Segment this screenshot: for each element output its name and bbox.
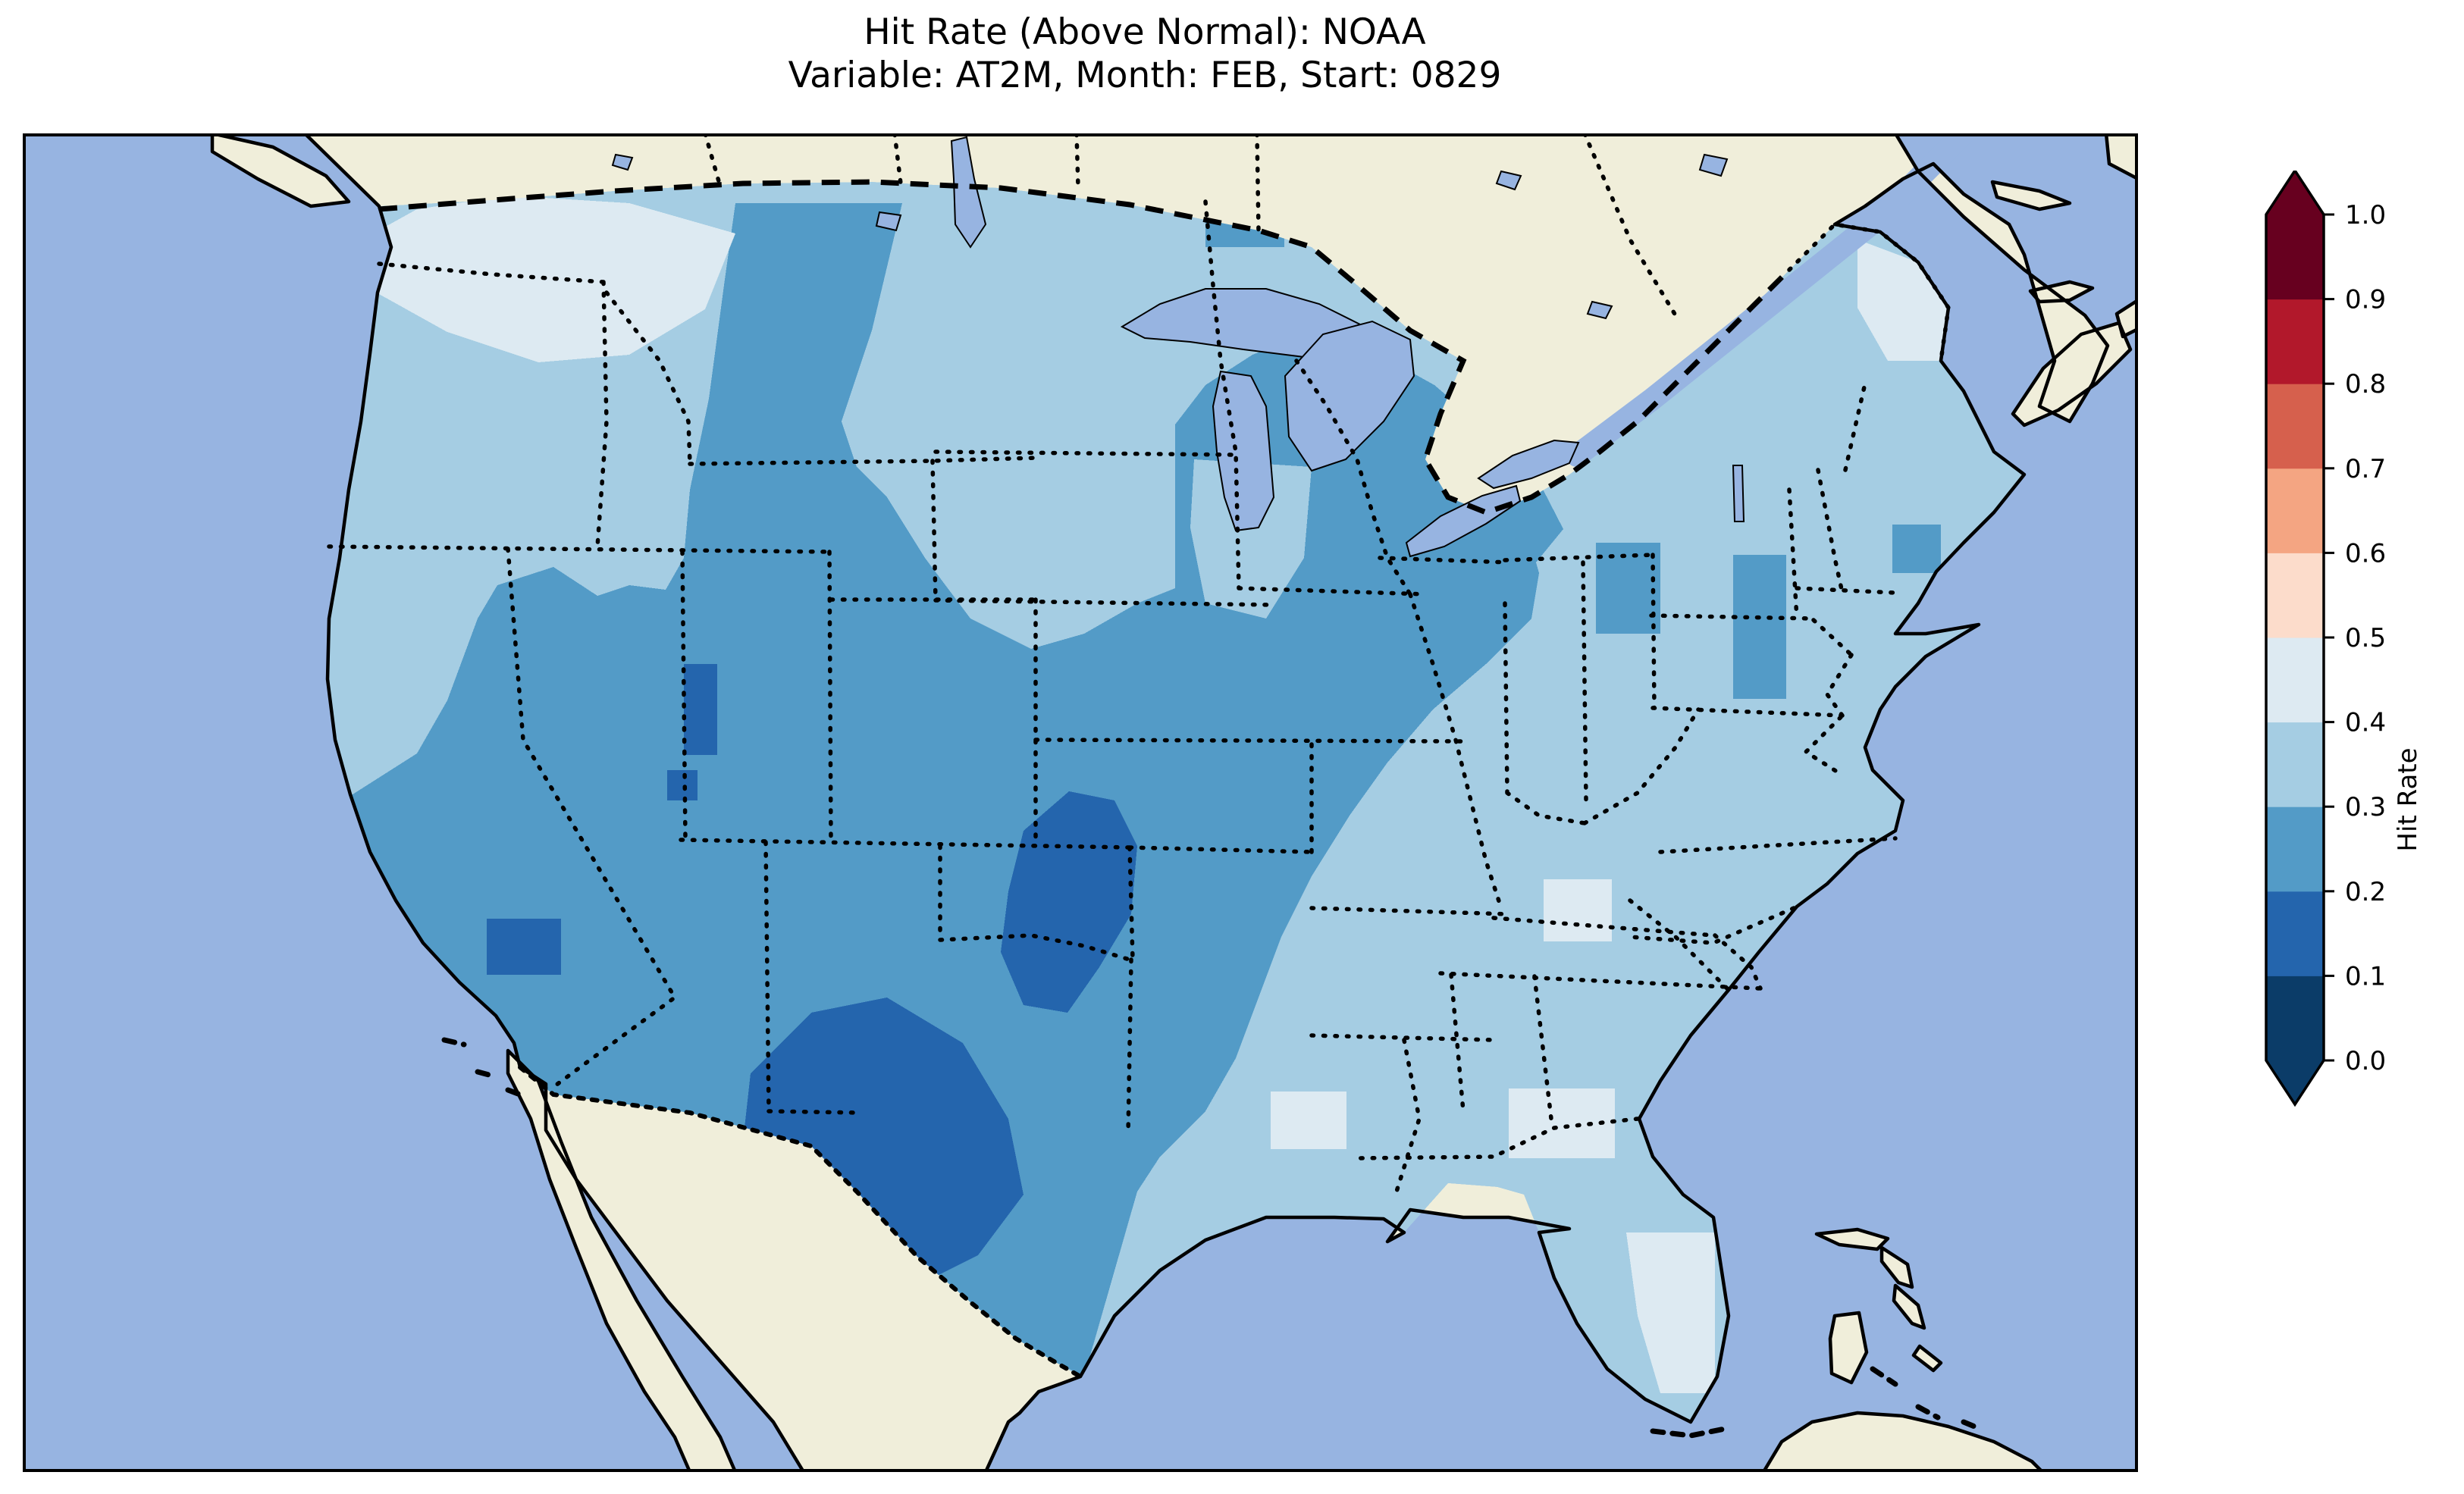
colorbar-segment-0.9-1.0 — [2266, 215, 2324, 300]
florida-keys — [1650, 1425, 1732, 1439]
map-panel — [23, 133, 2138, 1472]
andros-coastline — [1828, 1311, 1869, 1385]
colorbar-segment-0.3-0.4 — [2266, 722, 2324, 807]
lake-erie — [1405, 484, 1522, 558]
colorbar-tick-label-0.0: 0.0 — [2345, 1046, 2386, 1076]
eleuthera-fill — [1894, 1286, 1924, 1328]
exuma-cays — [1870, 1366, 1985, 1433]
newfoundland-corner-fill — [2106, 133, 2138, 179]
data-region-central-florida-verylight — [1626, 1232, 1715, 1393]
colorbar-segment-0.7-0.8 — [2266, 384, 2324, 469]
us-canada-border — [378, 179, 1792, 515]
colorbar-arrow-over — [2266, 171, 2324, 215]
colorbar-tick-label-0.6: 0.6 — [2345, 538, 2386, 568]
colorbar-segment-0.2-0.3 — [2266, 807, 2324, 892]
baja-california-coastline — [506, 1048, 738, 1472]
lake-ontario — [1477, 439, 1580, 490]
data-region-sw-arizona-dark — [487, 919, 561, 975]
prince-edward-island-coastline — [2028, 280, 2095, 304]
cuba-fill — [1763, 1413, 2042, 1472]
colorbar-tick-label-0.3: 0.3 — [2345, 792, 2386, 822]
cuba-coastline — [1761, 1411, 2045, 1472]
data-region-utah-dark-spots — [667, 664, 717, 800]
colorbar-tick-label-0.8: 0.8 — [2345, 369, 2386, 399]
colorbar-axis-label: Hit Rate — [2393, 747, 2423, 851]
data-region-wisconsin-light-wedge — [1190, 459, 1312, 619]
state-borders — [327, 133, 1898, 1194]
colorbar-tick-label-1.0: 1.0 — [2345, 200, 2386, 230]
data-region-ga-fl-verylight — [1509, 1088, 1615, 1158]
colorbar-tick-label-0.2: 0.2 — [2345, 877, 2386, 907]
abaco-fill — [1882, 1248, 1912, 1287]
canada-lake-1 — [875, 211, 902, 232]
colorbar-segment-0.6-0.7 — [2266, 468, 2324, 553]
canada-lake-2 — [1495, 170, 1522, 191]
colorbar-arrow-under — [2266, 1060, 2324, 1104]
hit-rate-data-layer — [328, 182, 2024, 1422]
grand-bahama-coastline — [1814, 1227, 1890, 1251]
map-frame — [23, 133, 2138, 1472]
anticosti-island-coastline — [1990, 180, 2072, 211]
vancouver-island-fill — [212, 133, 349, 206]
colorbar-segment-0.5-0.6 — [2266, 553, 2324, 638]
colorbar-segment-0.1-0.2 — [2266, 891, 2324, 976]
vancouver-island-coastline — [210, 133, 351, 208]
anticosti-island-fill — [1992, 182, 2070, 209]
colorbar-segment-0.0-0.1 — [2266, 976, 2324, 1061]
colorbar-tick-label-0.1: 0.1 — [2345, 961, 2386, 991]
colorbar-panel: 0.0 0.1 0.2 0.3 0.4 0.5 0.6 0.7 0.8 0.9 1.0 Hit Rat… — [2240, 171, 2464, 1179]
abaco-coastline — [1879, 1245, 1914, 1289]
colorbar-tick-label-0.5: 0.5 — [2345, 623, 2386, 653]
canada-lake-4 — [1586, 300, 1613, 320]
data-region-south-carolina-verylight — [1544, 879, 1612, 941]
canada-lake-5 — [611, 153, 634, 171]
colorbar-tick-label-0.7: 0.7 — [2345, 454, 2386, 484]
prince-edward-island-fill — [2030, 282, 2093, 302]
baja-california-fill — [508, 1051, 735, 1472]
canada-lake-3 — [1698, 153, 1729, 177]
data-region-ms-al-verylight — [1271, 1092, 1346, 1149]
colorbar-svg: 0.0 0.1 0.2 0.3 0.4 0.5 0.6 0.7 0.8 0.9 1.0 Hit Rat… — [2265, 171, 2423, 1107]
us-mexico-border — [518, 1065, 1083, 1379]
eleuthera-coastline — [1892, 1283, 1926, 1330]
data-region-west-ny-erie-medium — [1596, 543, 1660, 634]
colorbar-tick-label-0.4: 0.4 — [2345, 708, 2386, 738]
channel-islands — [441, 1037, 523, 1098]
data-region-vt-nh-medium-patch — [1733, 555, 1786, 699]
data-region-cape-cod-medium — [1892, 525, 1941, 573]
mainland-north-america-coastline — [303, 133, 2110, 1472]
nova-scotia-coastline — [2011, 321, 2133, 428]
long-island-bahamas-fill — [1914, 1346, 1941, 1370]
lake-champlain — [1732, 465, 1745, 522]
title-line-1: Hit Rate (Above Normal): NOAA — [864, 11, 1426, 53]
title-line-2: Variable: AT2M, Month: FEB, Start: 0829 — [788, 55, 1502, 96]
colorbar-segment-0.4-0.5 — [2266, 637, 2324, 723]
lake-huron — [1284, 320, 1415, 472]
colorbar-tick-label-0.9: 0.9 — [2345, 285, 2386, 315]
colorbar-segment-0.8-0.9 — [2266, 299, 2324, 384]
newfoundland-corner-coastline — [2104, 133, 2138, 181]
data-region-maine-verylight — [1857, 240, 1948, 361]
map-svg — [23, 133, 2138, 1472]
cape-breton-coastline — [2114, 298, 2138, 339]
figure-title: Hit Rate (Above Normal): NOAA Variable: … — [0, 11, 2290, 97]
long-island-bahamas-coastline — [1911, 1344, 1943, 1373]
andros-fill — [1830, 1313, 1867, 1383]
